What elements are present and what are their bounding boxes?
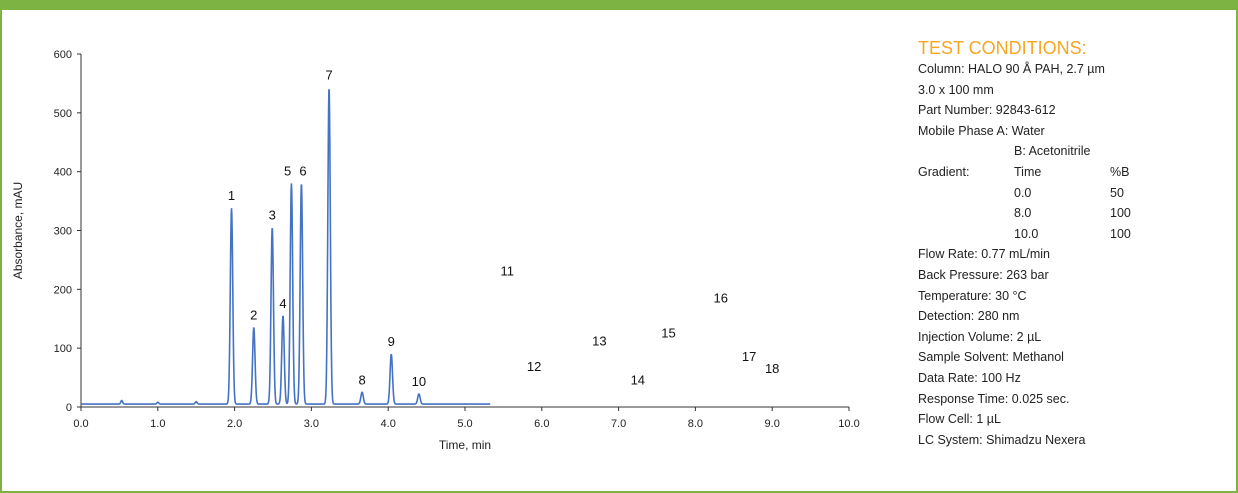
data-rate-row: Data Rate: 100 Hz: [918, 368, 1218, 389]
mobile-phase-b-row: B: Acetonitrile: [918, 141, 1218, 162]
y-tick-label: 100: [54, 343, 72, 355]
gradient-row: 0.0 50: [918, 183, 1218, 204]
back-pressure-text: Back Pressure: 263 bar: [918, 267, 1049, 282]
gradient-b: 100: [1110, 226, 1131, 241]
mobile-phase-b-text: B: Acetonitrile: [1014, 144, 1091, 159]
peak-label: 4: [279, 296, 286, 311]
peak-label: 15: [661, 325, 675, 340]
peak-label: 12: [527, 359, 541, 374]
y-tick-label: 0: [66, 402, 72, 414]
x-tick-label: 2.0: [227, 418, 242, 430]
peak-label: 3: [269, 208, 276, 223]
data-rate-text: Data Rate: 100 Hz: [918, 370, 1021, 385]
mobile-phase-a-text: Mobile Phase A: Water: [918, 123, 1045, 138]
column-row: Column: HALO 90 Å PAH, 2.7 µm: [918, 59, 1218, 80]
injection-volume-text: Injection Volume: 2 µL: [918, 329, 1042, 344]
peak-label: 7: [325, 68, 332, 83]
peak-label: 2: [250, 308, 257, 323]
y-tick-label: 500: [54, 108, 72, 120]
y-tick-label: 200: [54, 284, 72, 296]
gradient-row: 8.0 100: [918, 203, 1218, 224]
flow-cell-text: Flow Cell: 1 µL: [918, 412, 1001, 427]
test-conditions-panel: TEST CONDITIONS: Column: HALO 90 Å PAH, …: [918, 38, 1218, 450]
x-tick-label: 0.0: [73, 418, 88, 430]
peak-label: 1: [228, 188, 235, 203]
x-tick-label: 5.0: [457, 418, 472, 430]
lc-system-row: LC System: Shimadzu Nexera: [918, 430, 1218, 451]
gradient-row: 10.0 100: [918, 224, 1218, 245]
peak-label: 8: [358, 372, 365, 387]
y-tick-label: 600: [54, 49, 72, 61]
peak-label: 16: [714, 291, 728, 306]
temperature-text: Temperature: 30 °C: [918, 288, 1027, 303]
sample-solvent-text: Sample Solvent: Methanol: [918, 350, 1064, 365]
y-tick-label: 300: [54, 226, 72, 238]
gradient-time: 8.0: [1014, 206, 1032, 221]
x-tick-label: 9.0: [765, 418, 780, 430]
detection-text: Detection: 280 nm: [918, 309, 1020, 324]
lc-system-text: LC System: Shimadzu Nexera: [918, 432, 1086, 447]
response-time-row: Response Time: 0.025 sec.: [918, 389, 1218, 410]
gradient-header-row: Gradient: Time %B: [918, 162, 1218, 183]
gradient-label: Gradient:: [918, 164, 970, 179]
test-conditions-heading: TEST CONDITIONS:: [918, 38, 1087, 58]
chromatogram-chart: 0.0 1.0 2.0 3.0 4.0 5.0 6.0 7.0 8.0 9.0 10.0 0 100 20…: [11, 49, 860, 452]
tick-labels: 0.0 1.0 2.0 3.0 4.0 5.0 6.0 7.0 8.0 9.0 10.0 0 100 20…: [54, 49, 860, 430]
x-tick-label: 4.0: [381, 418, 396, 430]
chromatogram-trace: [81, 89, 491, 405]
peak-label: 14: [631, 372, 645, 387]
gradient-b-header: %B: [1110, 164, 1130, 179]
x-tick-label: 6.0: [534, 418, 549, 430]
y-axis-title: Absorbance, mAU: [11, 182, 25, 279]
gradient-b: 100: [1110, 206, 1131, 221]
peak-label: 6: [299, 163, 306, 178]
peak-label: 18: [765, 361, 779, 376]
x-tick-label: 3.0: [304, 418, 319, 430]
x-tick-label: 1.0: [150, 418, 165, 430]
temperature-row: Temperature: 30 °C: [918, 286, 1218, 307]
column-dims-text: 3.0 x 100 mm: [918, 82, 994, 97]
column-dims-row: 3.0 x 100 mm: [918, 80, 1218, 101]
part-number-row: Part Number: 92843-612: [918, 100, 1218, 121]
back-pressure-row: Back Pressure: 263 bar: [918, 265, 1218, 286]
flow-rate-text: Flow Rate: 0.77 mL/min: [918, 247, 1050, 262]
peak-label: 17: [742, 349, 756, 364]
peak-label: 13: [592, 334, 606, 349]
part-number-text: Part Number: 92843-612: [918, 103, 1056, 118]
detection-row: Detection: 280 nm: [918, 306, 1218, 327]
peak-label: 5: [284, 163, 291, 178]
flow-rate-row: Flow Rate: 0.77 mL/min: [918, 244, 1218, 265]
gradient-time-header: Time: [1014, 164, 1042, 179]
response-time-text: Response Time: 0.025 sec.: [918, 391, 1070, 406]
peak-label: 9: [388, 334, 395, 349]
gradient-time: 10.0: [1014, 226, 1039, 241]
chart-axes: [77, 53, 850, 411]
mobile-phase-a-row: Mobile Phase A: Water: [918, 121, 1218, 142]
gradient-b: 50: [1110, 185, 1124, 200]
column-text: Column: HALO 90 Å PAH, 2.7 µm: [918, 62, 1105, 76]
x-axis-title: Time, min: [439, 438, 491, 452]
sample-solvent-row: Sample Solvent: Methanol: [918, 347, 1218, 368]
flow-cell-row: Flow Cell: 1 µL: [918, 409, 1218, 430]
x-tick-label: 7.0: [611, 418, 626, 430]
x-tick-label: 10.0: [838, 418, 859, 430]
gradient-time: 0.0: [1014, 185, 1032, 200]
y-tick-label: 400: [54, 167, 72, 179]
peak-label: 10: [412, 374, 426, 389]
peak-label: 11: [500, 264, 514, 279]
x-tick-label: 8.0: [688, 418, 703, 430]
injection-volume-row: Injection Volume: 2 µL: [918, 327, 1218, 348]
